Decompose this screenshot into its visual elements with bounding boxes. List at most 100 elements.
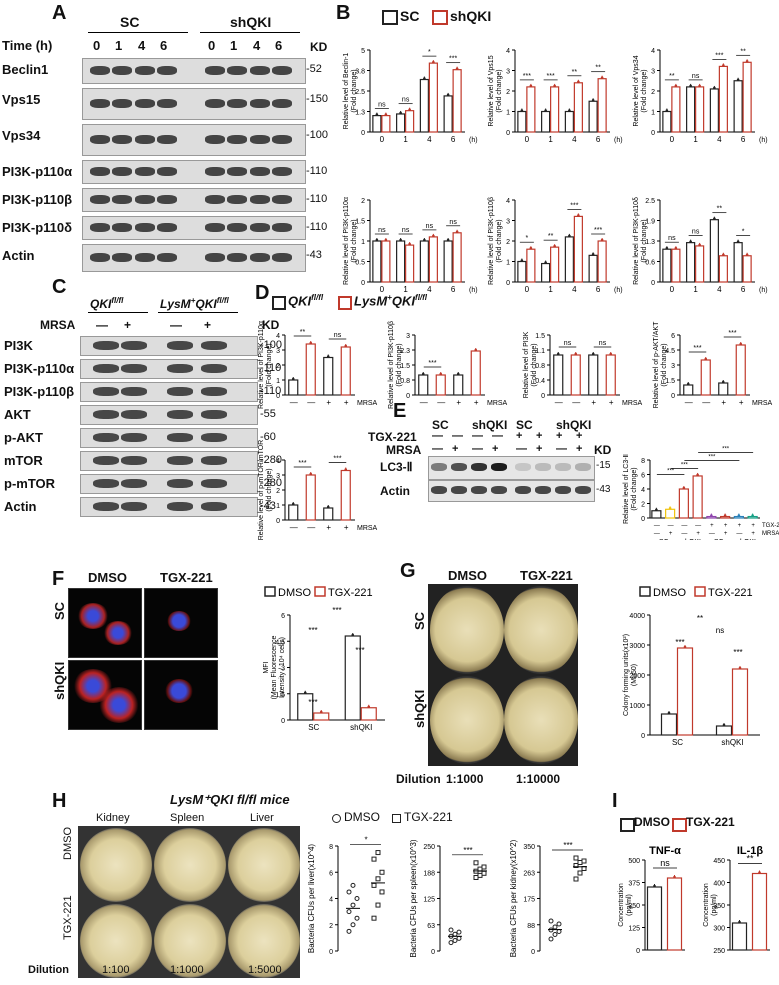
bar	[428, 236, 438, 283]
blot-band	[157, 253, 177, 262]
data-point	[384, 113, 388, 116]
bar	[709, 88, 719, 133]
blot-band	[135, 223, 155, 232]
y-tick-label: 375	[628, 881, 640, 888]
y-tick-label: 1.9	[645, 219, 655, 226]
bar	[709, 219, 719, 283]
data-point	[456, 929, 462, 935]
y-axis-label: Relative level of p-mTOR/mTOR	[258, 440, 265, 540]
sig-label: ***	[693, 345, 701, 352]
blot-band	[167, 364, 193, 373]
sig-label: ***	[594, 227, 602, 234]
data-point	[653, 884, 656, 888]
time-tick: 0	[208, 38, 216, 53]
x-tick-label: 1	[548, 135, 553, 144]
chart-H3: 0 88 175 263 350 Bacteria CFUs per kidney(x10…	[509, 839, 587, 957]
bar	[517, 260, 527, 283]
blot-band	[112, 135, 132, 144]
h-kidney: Kidney	[96, 812, 130, 824]
blot-band	[112, 99, 132, 108]
kd-marker: -110	[306, 165, 328, 177]
i-legend-dmso: DMSO	[634, 815, 670, 829]
y-tick-label: 0	[281, 718, 285, 725]
chart-B3: 0 1 2 3 4 Relative level of Vps34 (Fold change…	[633, 48, 768, 144]
h-legend-dmso-marker	[332, 814, 341, 823]
data-point	[568, 109, 571, 112]
y-tick-label: 4	[641, 487, 645, 494]
blot-band	[431, 463, 447, 471]
data-point	[721, 380, 725, 384]
tgx-sign: +	[710, 523, 714, 529]
sig-label: **	[746, 854, 754, 864]
mrsa-sign: +	[326, 523, 331, 532]
blot-band	[90, 167, 110, 176]
time-tick: 6	[275, 38, 283, 53]
y-tick-label: 2000	[629, 673, 645, 680]
data-point	[432, 60, 435, 64]
bar	[588, 354, 599, 396]
y-tick-label: 6	[281, 613, 285, 620]
bar	[405, 244, 415, 283]
x-tick-label: shQKI	[721, 738, 743, 747]
bar	[405, 110, 415, 133]
blot-band	[135, 195, 155, 204]
mrsa-sign: —	[654, 531, 660, 537]
blot-band	[135, 66, 155, 75]
data-point	[371, 882, 377, 888]
bar	[718, 65, 728, 133]
bar	[396, 113, 406, 133]
blot-band	[515, 463, 531, 471]
c-kd: KD	[262, 318, 280, 332]
e-kd: KD	[594, 443, 612, 457]
blot-strip	[80, 359, 258, 379]
blot-band	[227, 253, 247, 262]
blot-band	[121, 341, 147, 350]
data-point	[591, 253, 595, 256]
y-axis-label: (Fold change)	[266, 468, 273, 511]
bar	[605, 354, 616, 396]
mrsa-label: MRSA	[752, 400, 773, 407]
blot-band	[515, 486, 531, 494]
mrsa-label: MRSA	[762, 531, 779, 537]
y-tick-label: 2	[506, 89, 510, 96]
e-lc3-kd: -15	[596, 460, 611, 471]
chart-B4: 0 0.5 1 1.5 2 Relative level of PI3K-p110α (Fo…	[343, 197, 478, 294]
c-line1	[88, 312, 148, 313]
c-group1: QKIfl/fl	[90, 296, 124, 311]
sig-label: **	[548, 233, 554, 240]
data-point	[713, 217, 716, 220]
y-tick-label: 1.5	[275, 692, 285, 699]
x-tick-label: 1	[403, 285, 408, 294]
tgx-sign: —	[492, 430, 503, 442]
y-tick-label: 1	[276, 378, 280, 385]
bar	[541, 262, 551, 283]
y-tick-label: 0	[361, 280, 365, 287]
data-point	[439, 372, 443, 376]
mrsa-label: MRSA	[357, 400, 378, 407]
y-tick-label: 1	[651, 110, 655, 117]
sig-label: *	[364, 836, 367, 845]
h-d2: 1:1000	[170, 964, 204, 976]
blot-row-label: PI3K-p110β	[4, 384, 75, 399]
y-tick-label: 0	[531, 949, 535, 956]
data-point	[446, 238, 450, 242]
bar	[695, 86, 705, 133]
y-tick-label: 5	[361, 48, 365, 55]
sig-label: ns	[378, 102, 386, 109]
data-point	[739, 342, 743, 346]
blot-row-label: PI3K	[4, 338, 33, 353]
mrsa-sign: —	[736, 531, 742, 537]
data-point	[346, 928, 352, 934]
y-tick-label: 1.3	[355, 110, 365, 117]
blot-band	[90, 66, 110, 75]
blot-band	[272, 135, 292, 144]
y-tick-label: 3	[281, 666, 285, 673]
c-mrsa: MRSA	[40, 318, 76, 332]
x-tick-label: 4	[717, 285, 722, 294]
sig-label: ***	[547, 73, 555, 80]
bar	[742, 61, 752, 133]
x-tick-label: 4	[427, 135, 432, 144]
mrsa-sign: —	[432, 443, 443, 455]
blot-band	[201, 410, 227, 419]
